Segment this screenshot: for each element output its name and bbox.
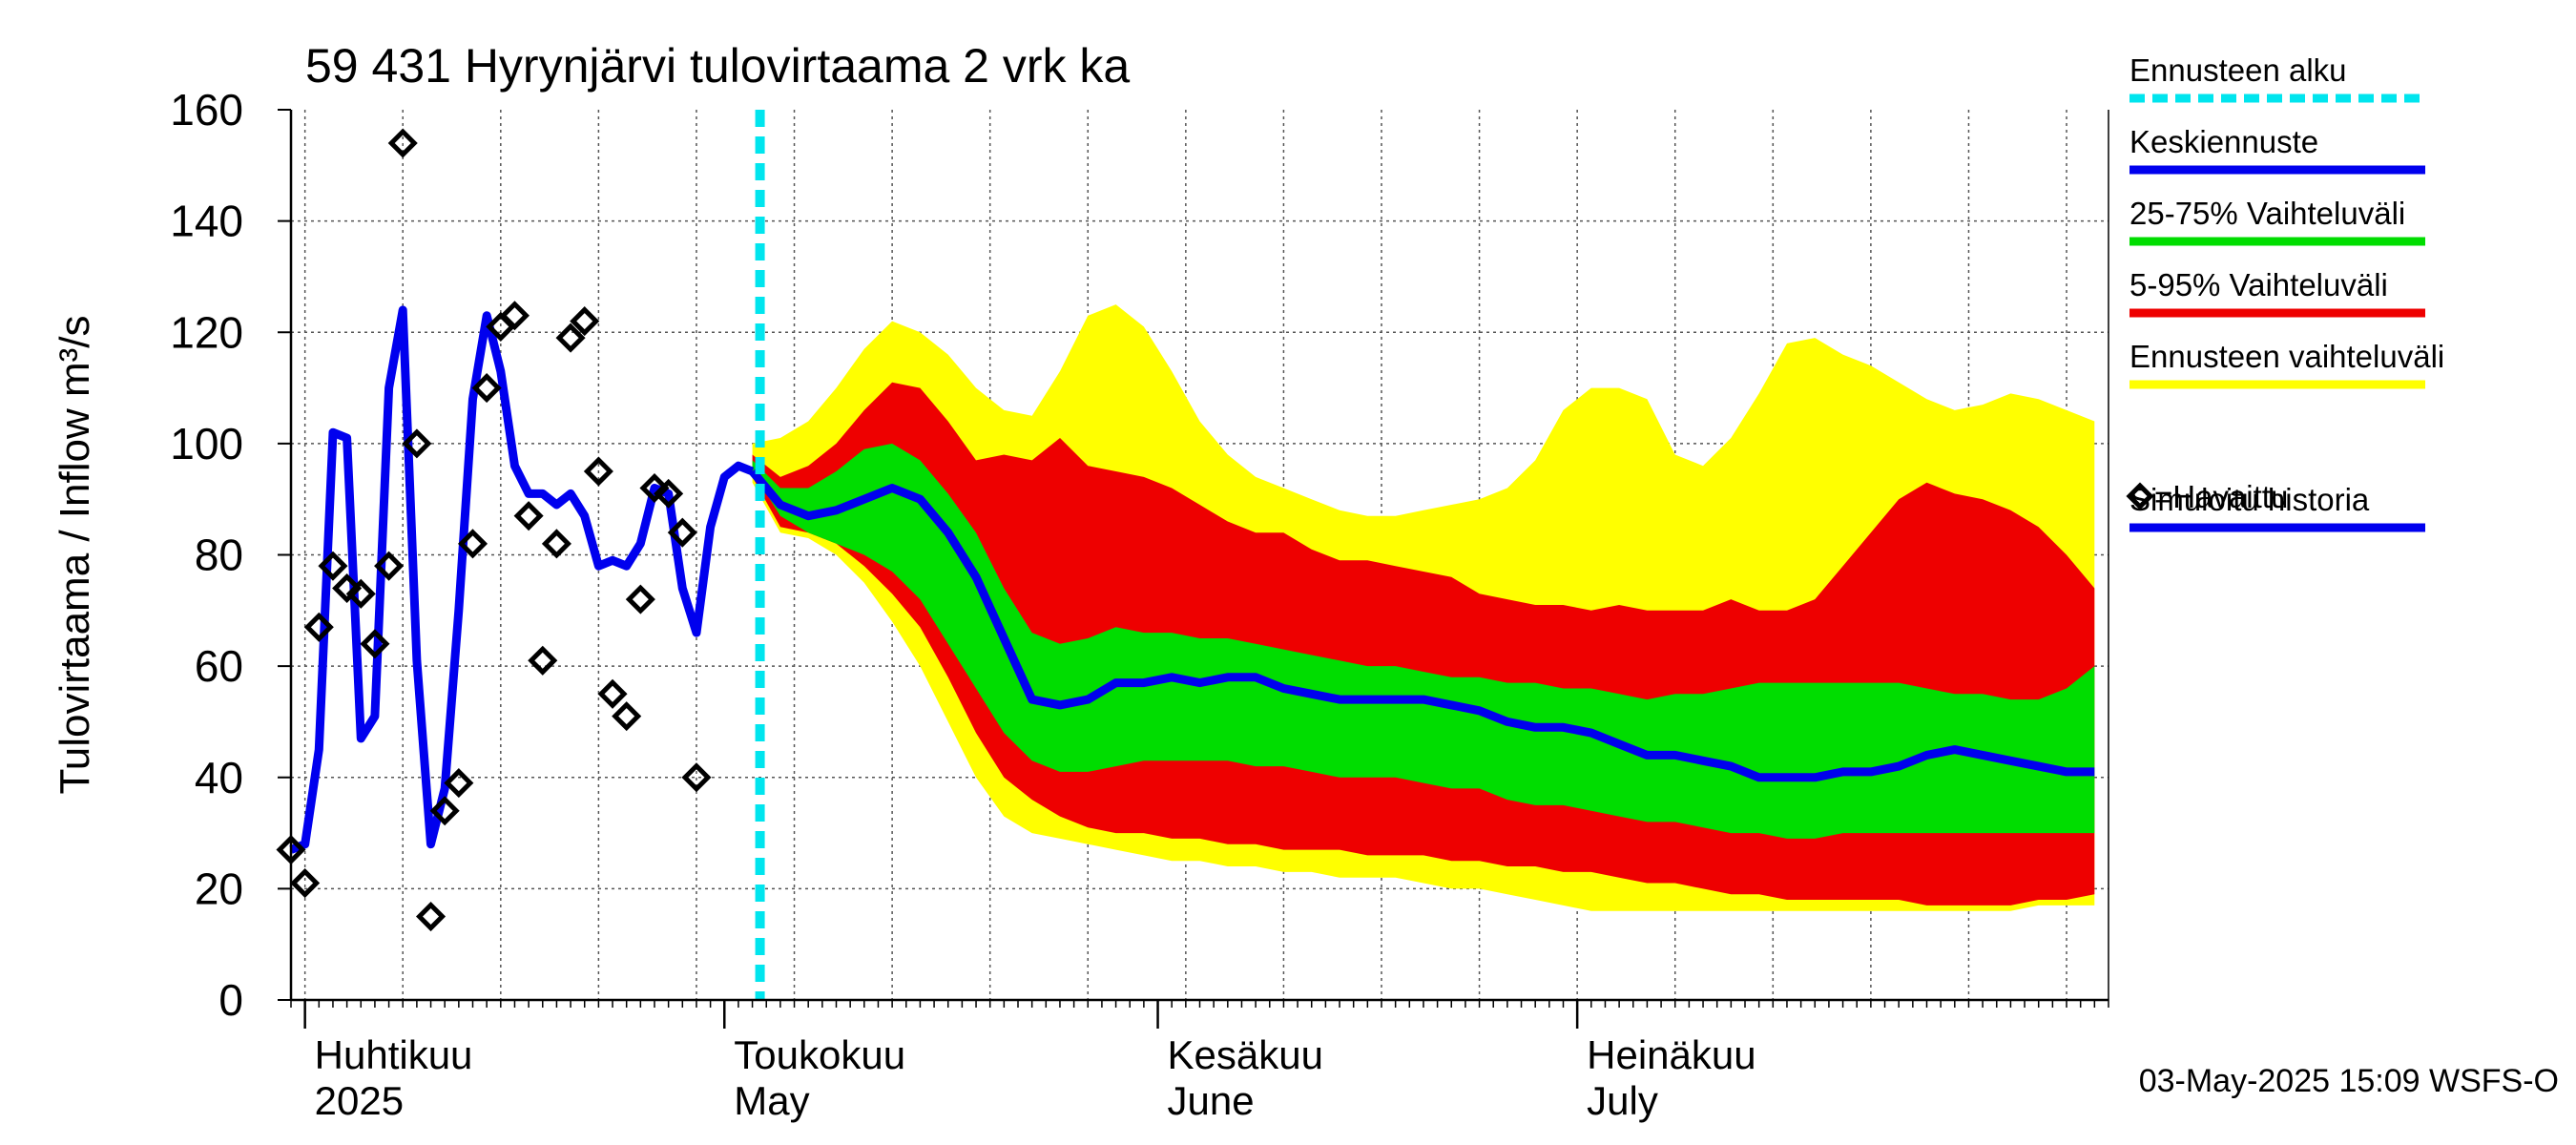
observed-point-27 — [654, 478, 684, 509]
y-tick-label-7: 140 — [170, 197, 243, 246]
x-month-label-fi-2: Kesäkuu — [1168, 1032, 1323, 1077]
observed-point-29 — [681, 762, 712, 793]
y-axis-label: Tulovirtaama / Inflow m³/s — [52, 315, 98, 794]
y-tick-label-2: 40 — [195, 753, 243, 802]
observed-point-24 — [612, 701, 642, 732]
x-month-label-en-1: May — [734, 1078, 809, 1123]
observed-point-14 — [471, 373, 502, 404]
observed-point-5 — [345, 578, 376, 609]
x-month-label-fi-3: Heinäkuu — [1587, 1032, 1755, 1077]
legend-label-0: Ennusteen alku — [2129, 52, 2347, 88]
observed-point-25 — [625, 584, 655, 614]
axes: 0 20 40 60 80 100 120 140 160 — [170, 85, 2109, 1029]
legend-label-5: =Havaittu — [2154, 479, 2288, 514]
observed-point-2 — [303, 612, 334, 642]
y-tick-label-6: 120 — [170, 307, 243, 357]
y-tick-label-8: 160 — [170, 85, 243, 135]
observed-point-21 — [570, 306, 600, 337]
y-tick-label-4: 80 — [195, 531, 243, 580]
y-tick-label-1: 20 — [195, 864, 243, 913]
legend-label-1: Keskiennuste — [2129, 124, 2318, 159]
observed-point-3 — [318, 551, 348, 581]
observed-point-13 — [457, 529, 488, 559]
history-line — [289, 305, 755, 854]
legend: Ennusteen alku Keskiennuste 25-75% Vaihtel… — [2126, 52, 2444, 532]
observed-point-28 — [667, 517, 697, 548]
observed-point-4 — [332, 572, 363, 604]
legend-symbol-5 — [2126, 482, 2154, 510]
observed-point-9 — [402, 428, 432, 459]
observed-point-10 — [416, 901, 447, 932]
y-tick-label-0: 0 — [218, 975, 243, 1025]
x-month-label-en-3: July — [1587, 1078, 1658, 1123]
observed-point-11 — [429, 796, 460, 826]
observed-point-17 — [513, 501, 544, 531]
observed-point-6 — [360, 629, 390, 659]
observed-point-8 — [387, 128, 418, 158]
observed-point-18 — [528, 645, 558, 676]
observed-point-12 — [444, 768, 474, 799]
observed-point-7 — [374, 551, 405, 581]
series-lines — [289, 110, 2095, 1000]
x-month-label-en-0: 2025 — [315, 1078, 404, 1123]
observed-point-22 — [583, 456, 613, 487]
observed-point-20 — [555, 323, 586, 353]
legend-label-2: 25-75% Vaihteluväli — [2129, 196, 2405, 231]
x-month-label-fi-0: Huhtikuu — [315, 1032, 473, 1077]
legend-label-3: 5-95% Vaihteluväli — [2129, 267, 2388, 302]
legend-label-6: Simuloitu historia — [2129, 482, 2370, 517]
timestamp-label: 03-May-2025 15:09 WSFS-O — [2139, 1063, 2559, 1099]
legend-label-4: Ennusteen vaihteluväli — [2129, 339, 2444, 374]
x-month-label-fi-1: Toukokuu — [734, 1032, 905, 1077]
band-25-75 — [752, 443, 2095, 839]
y-tick-label-3: 60 — [195, 641, 243, 691]
observed-point-26 — [639, 472, 670, 504]
observed-point-1 — [290, 868, 321, 899]
chart-title: 59 431 Hyrynjärvi tulovirtaama 2 vrk ka — [305, 39, 1130, 93]
observed-point-16 — [499, 301, 530, 331]
median-forecast-line — [749, 468, 2095, 782]
x-month-label-en-2: June — [1168, 1078, 1255, 1123]
observed-markers — [276, 128, 712, 932]
y-tick-label-5: 100 — [170, 419, 243, 468]
observed-point-23 — [597, 678, 628, 709]
observed-point-19 — [541, 529, 571, 559]
